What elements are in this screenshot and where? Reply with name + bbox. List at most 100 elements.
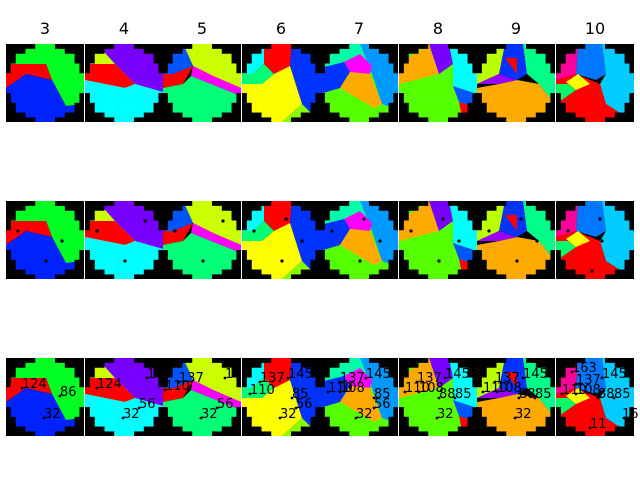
segmentation-panel bbox=[477, 201, 555, 279]
segmentation-map bbox=[242, 44, 320, 122]
point-label: 1 bbox=[147, 367, 156, 382]
segment-region bbox=[163, 358, 241, 402]
point-marker bbox=[221, 219, 225, 223]
segment-region bbox=[85, 394, 163, 436]
segment-region bbox=[242, 221, 274, 241]
segment-region bbox=[85, 80, 163, 122]
point-label: 32 bbox=[515, 407, 532, 422]
point-marker bbox=[248, 392, 252, 396]
segment-region bbox=[340, 229, 382, 265]
point-marker bbox=[469, 416, 473, 420]
point-label: 11 bbox=[590, 417, 607, 432]
point-marker bbox=[354, 416, 358, 420]
point-marker bbox=[622, 416, 626, 420]
segmentation-panel bbox=[556, 44, 634, 122]
segment-region bbox=[453, 86, 477, 108]
segmentation-panel bbox=[477, 44, 555, 122]
segment-region bbox=[576, 358, 606, 394]
point-marker bbox=[574, 382, 578, 386]
segment-region bbox=[242, 66, 302, 122]
segmentation-panel bbox=[242, 358, 320, 436]
point-marker bbox=[574, 392, 578, 396]
segment-region bbox=[97, 201, 163, 249]
column-label: 8 bbox=[432, 19, 444, 38]
segmentation-panel bbox=[85, 201, 163, 279]
segmentation-panel bbox=[6, 201, 84, 279]
segmentation-map bbox=[85, 44, 163, 122]
point-marker bbox=[16, 229, 20, 233]
segmentation-map bbox=[163, 358, 241, 436]
point-marker bbox=[294, 406, 298, 410]
point-marker bbox=[535, 239, 539, 243]
point-label: 32 bbox=[123, 407, 140, 422]
point-marker bbox=[409, 229, 413, 233]
point-label: 32 bbox=[437, 407, 454, 422]
point-label: 163 bbox=[572, 361, 597, 376]
segment-region bbox=[344, 211, 372, 231]
segmentation-map bbox=[320, 201, 398, 279]
segmentation-map bbox=[6, 201, 84, 279]
point-marker bbox=[338, 380, 342, 384]
segment-region bbox=[97, 44, 163, 92]
point-marker bbox=[612, 396, 616, 400]
point-marker bbox=[199, 416, 203, 420]
segmentation-panel bbox=[477, 358, 555, 436]
point-marker bbox=[435, 416, 439, 420]
point-label: 1 bbox=[225, 367, 234, 382]
point-marker bbox=[223, 376, 227, 380]
point-label: 85 bbox=[614, 387, 631, 402]
point-label: 85 bbox=[374, 387, 391, 402]
point-marker bbox=[378, 239, 382, 243]
segmentation-panel bbox=[85, 358, 163, 436]
segment-region bbox=[85, 221, 135, 245]
column-label: 7 bbox=[353, 19, 365, 38]
segmentation-panel bbox=[320, 201, 398, 279]
segmentation-map bbox=[399, 358, 477, 436]
point-marker bbox=[95, 386, 99, 390]
segment-region bbox=[320, 219, 350, 251]
point-marker bbox=[252, 229, 256, 233]
point-marker bbox=[326, 390, 330, 394]
segmentation-panel bbox=[6, 44, 84, 122]
segment-region bbox=[163, 201, 241, 245]
segment-region bbox=[6, 201, 84, 263]
segment-region bbox=[320, 376, 350, 408]
point-marker bbox=[123, 259, 127, 263]
point-marker bbox=[372, 396, 376, 400]
segmentation-map bbox=[242, 358, 320, 436]
point-marker bbox=[20, 386, 24, 390]
point-marker bbox=[437, 259, 441, 263]
point-label: 56 bbox=[296, 397, 313, 412]
point-label: 108 bbox=[419, 381, 444, 396]
point-marker bbox=[588, 426, 592, 430]
point-label: 110 bbox=[165, 379, 190, 394]
segmentation-panel bbox=[163, 358, 241, 436]
segmentation-map bbox=[399, 201, 477, 279]
segment-region bbox=[6, 44, 84, 106]
point-label: 137 bbox=[576, 373, 601, 388]
segment-region bbox=[556, 84, 576, 104]
segment-region bbox=[576, 44, 606, 80]
segmentation-panel bbox=[320, 358, 398, 436]
point-marker bbox=[415, 380, 419, 384]
segment-region bbox=[344, 54, 372, 74]
segment-region bbox=[163, 223, 193, 245]
segmentation-map bbox=[556, 358, 634, 436]
point-marker bbox=[121, 416, 125, 420]
point-marker bbox=[493, 380, 497, 384]
segment-region bbox=[264, 201, 292, 231]
point-label: 145 bbox=[288, 367, 313, 382]
point-label: 108 bbox=[497, 381, 522, 396]
segment-region bbox=[477, 74, 517, 84]
point-marker bbox=[600, 376, 604, 380]
segmentation-panel bbox=[399, 201, 477, 279]
point-label: 110 bbox=[562, 383, 587, 398]
segmentation-map bbox=[163, 44, 241, 122]
point-marker bbox=[533, 396, 537, 400]
point-marker bbox=[570, 370, 574, 374]
point-marker bbox=[596, 396, 600, 400]
point-label: 110 bbox=[483, 381, 508, 396]
point-marker bbox=[513, 416, 517, 420]
segment-region bbox=[340, 72, 382, 108]
segmentation-panel bbox=[163, 44, 241, 122]
